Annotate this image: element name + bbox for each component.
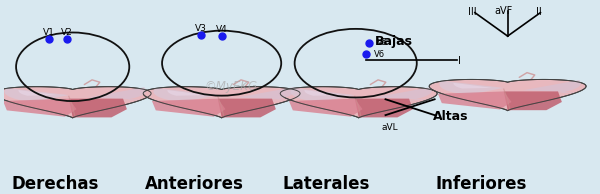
Text: I: I (458, 56, 461, 66)
Polygon shape (218, 99, 276, 117)
Text: V6: V6 (374, 50, 385, 59)
Text: Anteriores: Anteriores (145, 175, 244, 193)
Polygon shape (3, 99, 77, 117)
Polygon shape (439, 81, 504, 95)
Text: V4: V4 (216, 25, 227, 34)
Text: aVL: aVL (382, 123, 398, 132)
Polygon shape (69, 99, 127, 117)
Polygon shape (5, 88, 69, 102)
Polygon shape (523, 80, 581, 93)
Text: Laterales: Laterales (282, 175, 370, 193)
Text: V2: V2 (61, 28, 73, 37)
Polygon shape (374, 87, 432, 101)
Polygon shape (429, 80, 586, 111)
Polygon shape (143, 87, 300, 118)
Polygon shape (289, 99, 362, 117)
Text: II: II (536, 7, 542, 17)
Text: Derechas: Derechas (11, 175, 98, 193)
Polygon shape (237, 87, 295, 101)
Polygon shape (152, 99, 226, 117)
Text: III: III (467, 7, 476, 17)
Polygon shape (438, 91, 512, 109)
Text: Altas: Altas (433, 110, 469, 123)
Polygon shape (19, 90, 57, 96)
Polygon shape (304, 90, 343, 96)
Polygon shape (355, 99, 413, 117)
Polygon shape (280, 87, 437, 118)
Polygon shape (504, 91, 562, 110)
Polygon shape (154, 88, 218, 102)
Polygon shape (0, 87, 151, 118)
Polygon shape (88, 87, 146, 101)
Polygon shape (167, 90, 206, 96)
Text: V1: V1 (43, 28, 55, 37)
Text: Inferiores: Inferiores (435, 175, 527, 193)
Text: Bajas: Bajas (375, 35, 413, 48)
Text: aVF: aVF (494, 6, 512, 16)
Text: V5: V5 (377, 38, 388, 48)
Text: V3: V3 (195, 24, 207, 33)
Polygon shape (454, 83, 492, 88)
Polygon shape (290, 88, 355, 102)
Text: ©MyEKG: ©MyEKG (204, 80, 257, 93)
